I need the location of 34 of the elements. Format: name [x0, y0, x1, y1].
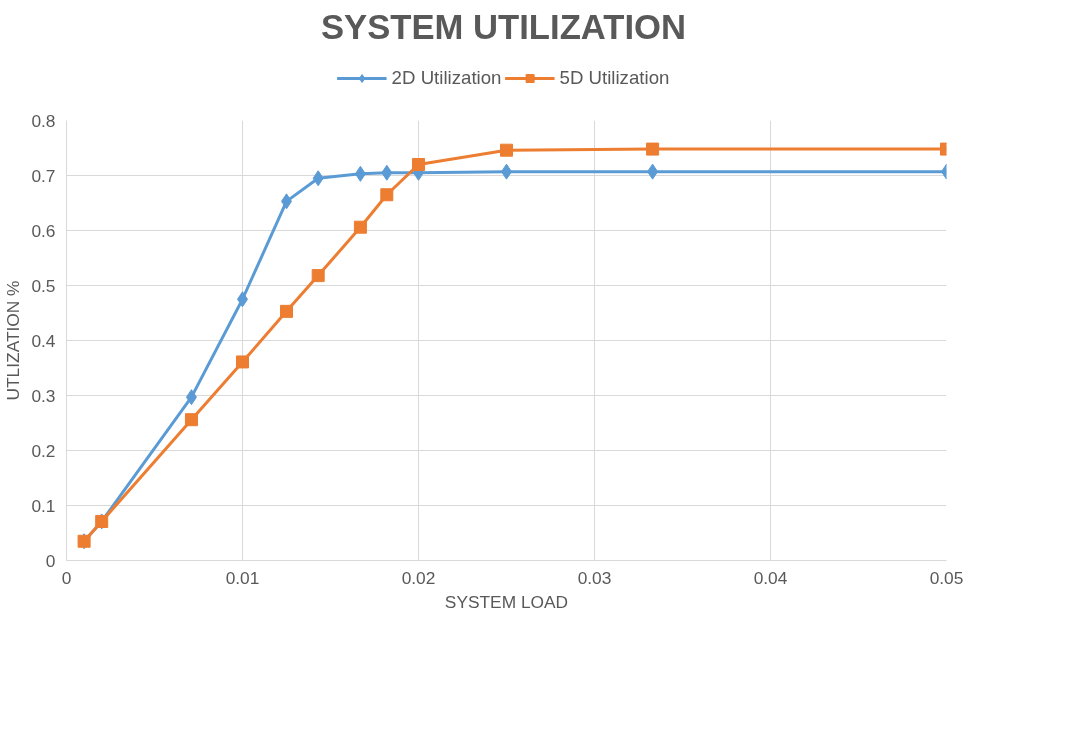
x-axis-title: SYSTEM LOAD — [444, 591, 569, 612]
point — [354, 165, 366, 182]
x-tick-label: 0.04 — [753, 567, 788, 588]
y-tick-label: 0.5 — [31, 275, 56, 296]
point — [185, 389, 197, 406]
legend-label: 5D Utilization — [559, 66, 670, 89]
legend-label: 2D Utilization — [391, 66, 502, 89]
chart-title: SYSTEM UTILIZATION — [320, 7, 687, 46]
point — [353, 220, 367, 234]
point — [184, 413, 198, 427]
point — [647, 163, 659, 180]
point — [381, 164, 393, 181]
point — [311, 269, 325, 283]
point — [380, 188, 394, 202]
x-tick-label: 0 — [61, 567, 72, 588]
x-tick-label: 0.01 — [225, 567, 260, 588]
y-tick-label: 0.7 — [31, 165, 56, 186]
x-tick-label: 0.05 — [929, 567, 964, 588]
x-tick-label: 0.03 — [577, 567, 612, 588]
y-tick-label: 0.2 — [31, 440, 56, 461]
y-tick-label: 0.1 — [31, 495, 56, 516]
y-tick-label: 0.3 — [31, 385, 56, 406]
y-tick-label: 0.4 — [31, 330, 56, 351]
point — [500, 143, 513, 157]
point — [412, 158, 425, 171]
point — [312, 170, 324, 187]
y-tick-label: 0 — [45, 550, 56, 571]
point — [236, 355, 249, 369]
y-axis-title: UTLIZATION % — [3, 280, 24, 401]
y-tick-label: 0.6 — [31, 220, 56, 241]
x-tick-label: 0.02 — [401, 567, 436, 588]
y-tick-label: 0.8 — [31, 110, 56, 131]
point — [646, 142, 660, 156]
point — [280, 304, 293, 318]
